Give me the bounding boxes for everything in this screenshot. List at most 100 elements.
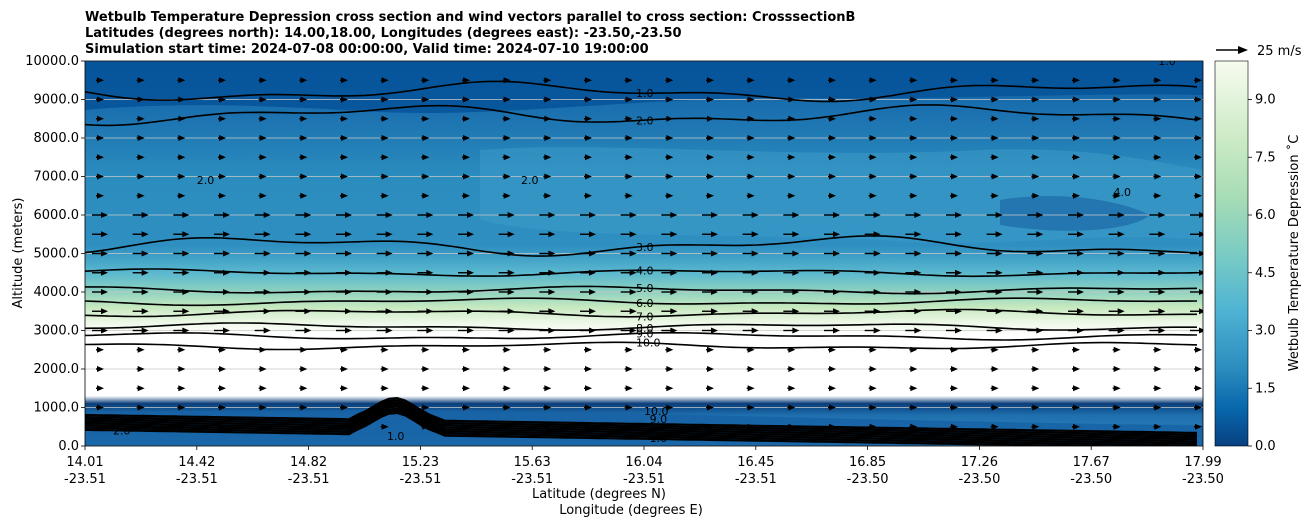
wind-vector-head (788, 135, 796, 141)
wind-vector-head (585, 346, 592, 353)
wind-vector-head (869, 135, 877, 141)
wind-vector-head (219, 423, 226, 430)
wind-vector-head (747, 77, 755, 84)
wind-vector-head (1073, 423, 1080, 430)
wind-vector-head (869, 77, 877, 84)
wind-vector-head (585, 135, 592, 141)
wind-vector-head (910, 192, 918, 199)
wind-vector-head (910, 135, 918, 141)
wind-vector-head (141, 212, 149, 218)
wind-vector-head (707, 115, 714, 122)
wind-vector-head (1195, 135, 1202, 141)
wind-vector-head (1077, 269, 1084, 276)
wind-vector-head (707, 192, 714, 199)
wind-vector-head (910, 385, 918, 392)
wind-vector-head (426, 212, 434, 218)
wind-vector-head (1195, 346, 1202, 353)
wind-vector-head (182, 212, 190, 218)
wind-vector-head (219, 192, 226, 199)
wind-vector-head (869, 366, 877, 372)
wind-vector-head (747, 173, 755, 180)
wind-vector-head (1113, 154, 1121, 161)
wind-vector-head (259, 154, 267, 161)
wind-vector-head (259, 192, 267, 199)
wind-vector-head (503, 423, 511, 430)
low-level-contour-line (85, 396, 1198, 434)
wind-vector-head (751, 289, 759, 295)
wind-vector-head (141, 289, 149, 295)
wind-vector-head (137, 154, 145, 161)
wind-vector-head (1158, 327, 1166, 334)
x-tick-label-latitude: 14.42 (178, 455, 215, 470)
chart-title-line-3: Simulation start time: 2024-07-08 00:00:… (85, 42, 649, 57)
wind-vector-head (625, 385, 633, 392)
wind-vector-head (259, 173, 267, 180)
wind-vector-head (1073, 385, 1080, 392)
wind-vector-head (707, 385, 714, 392)
x-tick-label-longitude: -23.50 (1182, 472, 1224, 487)
wind-vector-head (137, 115, 145, 122)
wind-vector-head (585, 115, 592, 122)
wind-vector-head (955, 327, 962, 334)
wind-vector-head (788, 366, 796, 372)
wind-vector-head (1195, 404, 1202, 411)
wind-vector-head (711, 250, 718, 257)
wind-vector-head (711, 231, 718, 238)
wind-vector-head (873, 231, 881, 238)
wind-vector-head (1195, 115, 1202, 122)
wind-vector-head (1154, 385, 1162, 392)
wind-vector-head (914, 231, 922, 238)
colorbar-tick-label: 0.0 (1255, 439, 1276, 454)
wind-vector-head (385, 327, 393, 334)
wind-vector-head (544, 135, 552, 141)
wind-vector-head (995, 212, 1003, 218)
contour-label: 8.0 (636, 322, 654, 335)
quiver-key-label: 25 m/s (1257, 44, 1302, 59)
wind-vector-head (707, 135, 714, 141)
wind-vector-head (955, 308, 962, 315)
wind-vector-head (666, 366, 674, 372)
wind-vector-head (544, 154, 552, 161)
wind-vector-head (955, 231, 962, 238)
wind-vector-head (666, 192, 674, 199)
wind-vector-head (381, 366, 389, 372)
wind-vector-head (1195, 385, 1202, 392)
quiver-key: 25 m/s (1216, 44, 1302, 59)
wind-vector-head (182, 250, 190, 257)
wind-vector-head (625, 135, 633, 141)
wind-vector-head (585, 96, 592, 103)
wind-vector-head (97, 346, 104, 353)
wind-vector-head (219, 404, 226, 411)
wind-vector-head (381, 135, 389, 141)
wind-vector-head (300, 77, 308, 84)
wind-vector-head (507, 269, 515, 276)
wind-vector-head (1195, 96, 1202, 103)
wind-vector-head (666, 423, 674, 430)
wind-vector-head (1154, 77, 1162, 84)
wind-vector-head (381, 173, 389, 180)
wind-vector-head (991, 77, 999, 84)
wind-vector-head (707, 346, 714, 353)
wind-vector-head (1073, 96, 1080, 103)
colorbar-tick-label: 1.5 (1255, 381, 1276, 396)
wind-vector-head (829, 173, 836, 180)
wind-vector-head (223, 250, 230, 257)
wind-vector-head (544, 346, 552, 353)
wind-vector-head (1117, 327, 1125, 334)
wind-vector-head (1154, 154, 1162, 161)
wind-vector-head (1199, 250, 1203, 257)
x-axis: 14.01 -23.51 14.42 -23.51 14.82 -23.51 15.23 -2… (64, 446, 1224, 487)
wind-vector-head (873, 327, 881, 334)
wind-vector-head (829, 346, 836, 353)
wind-vector-head (178, 423, 186, 430)
wind-vector-head (422, 115, 430, 122)
wind-vector-head (951, 115, 958, 122)
x-tick-label-longitude: -23.51 (623, 472, 665, 487)
wind-vector-head (503, 192, 511, 199)
wind-vector-head (833, 308, 840, 315)
wind-vector-head (548, 269, 556, 276)
x-tick-label-longitude: -23.51 (399, 472, 441, 487)
wind-vector-head (341, 115, 348, 122)
contour-label-extra: 1.0 (387, 430, 405, 443)
wind-vector-head (792, 231, 800, 238)
